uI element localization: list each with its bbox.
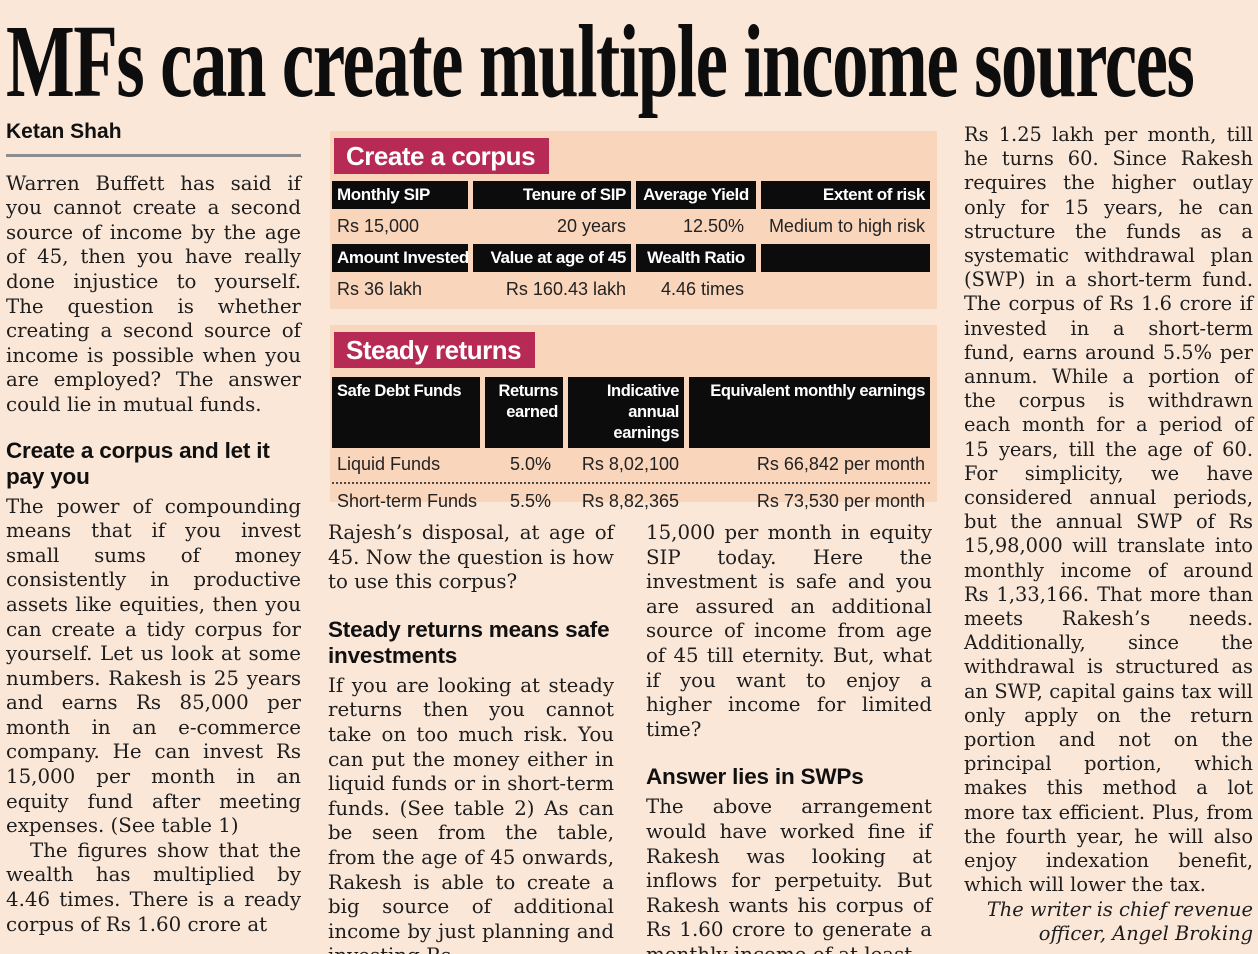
table-steady-returns: Steady returns Safe Debt Funds Returns e… [330, 325, 937, 511]
column-1: Ketan Shah Warren Buffett has said if yo… [6, 120, 301, 937]
paragraph: The figures show that the wealth has mul… [6, 838, 301, 936]
column-2: Rajesh’s disposal, at age of 45. Now the… [328, 521, 614, 954]
column-header: Equivalent monthly earnings [689, 377, 930, 448]
byline-divider [6, 153, 301, 157]
column-header: Average Yield [636, 181, 756, 209]
column-header: Amount Invested [332, 244, 468, 272]
column-4: Rs 1.25 lakh per month, till he turns 60… [964, 123, 1253, 946]
section-heading-create-corpus: Create a corpus and let it pay you [6, 437, 270, 489]
paragraph: If you are looking at steady returns the… [328, 673, 614, 954]
table-cell: 4.46 times [660, 279, 744, 299]
section-heading-answer-swps: Answer lies in SWPs [646, 764, 864, 790]
table-cell: Rs 66,842 per month [756, 454, 925, 474]
table-cell: 20 years [556, 216, 626, 236]
column-header: Monthly SIP [332, 181, 468, 209]
row-divider [332, 482, 930, 484]
table-cell: Medium to high risk [768, 216, 925, 236]
table-cell: Rs 8,82,365 [581, 491, 679, 511]
headline: MFs can create multiple income sources [6, 4, 1195, 119]
column-header: Tenure of SIP [473, 181, 631, 209]
paragraph: Rs 1.25 lakh per month, till he turns 60… [964, 123, 1253, 897]
table-cell: Short-term Funds [337, 491, 478, 511]
table-cell: Liquid Funds [337, 454, 441, 474]
table-cell: Rs 73,530 per month [756, 491, 925, 511]
table-title: Create a corpus [334, 138, 550, 174]
column-header: Extent of risk [761, 181, 930, 209]
table-title: Steady returns [334, 332, 536, 368]
table-cell: 5.5% [509, 491, 551, 511]
table-cell-empty [761, 276, 930, 303]
paragraph: 15,000 per month in equity SIP today. He… [646, 521, 932, 741]
table-cell: Rs 160.43 lakh [505, 279, 626, 299]
steady-table-grid: Safe Debt Funds Returns earned Indicativ… [332, 377, 930, 515]
column-header-empty [761, 244, 930, 272]
writer-credit: The writer is chief revenue officer, Ang… [986, 897, 1253, 945]
table-cell: 5.0% [509, 454, 551, 474]
table-cell: Rs 15,000 [337, 216, 420, 236]
column-3: 15,000 per month in equity SIP today. He… [646, 521, 932, 954]
column-header: Indicative annual earnings [568, 377, 684, 448]
table-create-a-corpus: Create a corpus Monthly SIP Tenure of SI… [330, 131, 937, 309]
table-cell: Rs 36 lakh [337, 279, 423, 299]
paragraph: The above arrangement would have worked … [646, 795, 932, 954]
column-header: Value at age of 45 [473, 244, 631, 272]
table-cell: 12.50% [682, 216, 744, 236]
corpus-table-grid: Monthly SIP Tenure of SIP Average Yield … [332, 181, 930, 303]
section-heading-steady-returns: Steady returns means safe investments [328, 616, 610, 668]
table-cell: Rs 8,02,100 [581, 454, 679, 474]
column-header: Wealth Ratio [636, 244, 756, 272]
paragraph: The power of compounding means that if y… [6, 494, 301, 838]
column-header: Returns earned [485, 377, 563, 448]
column-header: Safe Debt Funds [332, 377, 480, 448]
paragraph: Warren Buffett has said if you cannot cr… [6, 171, 301, 416]
byline: Ketan Shah [6, 120, 122, 143]
paragraph: Rajesh’s disposal, at age of 45. Now the… [328, 521, 614, 594]
